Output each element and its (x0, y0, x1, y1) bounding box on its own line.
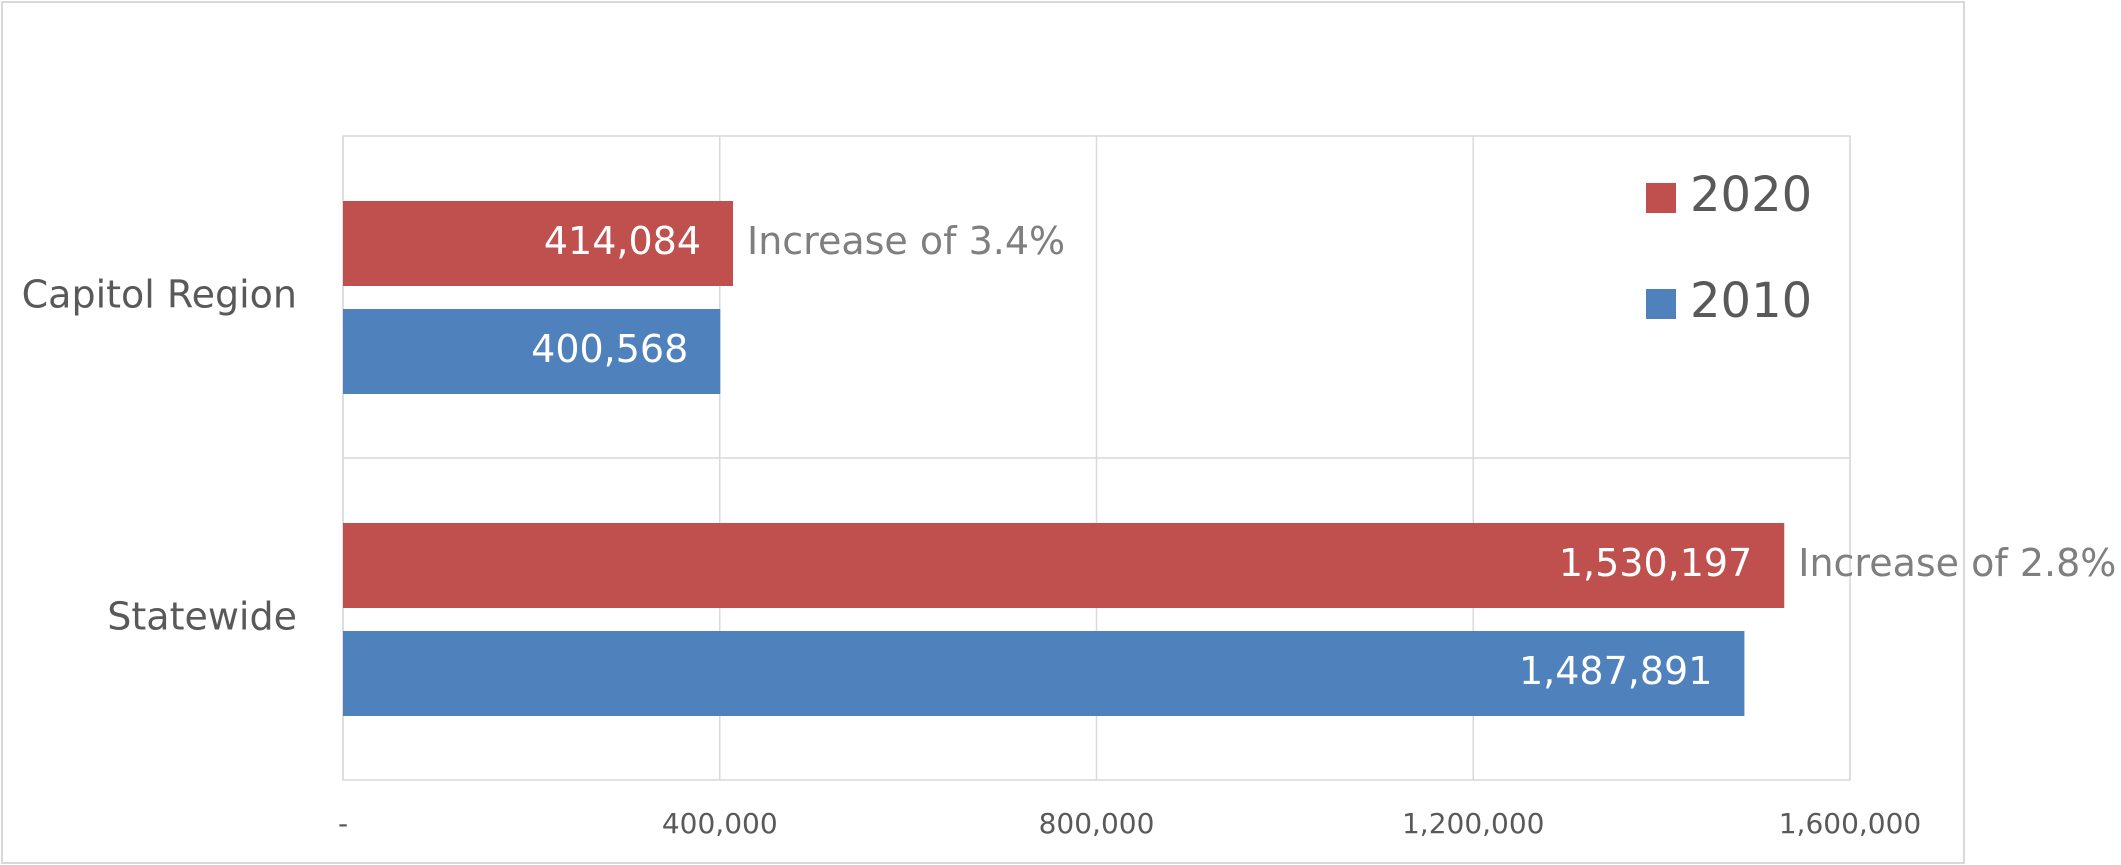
bar (343, 309, 721, 394)
legend-swatch (1646, 183, 1676, 213)
chart-frame (1, 1, 1965, 864)
bar (343, 523, 1785, 608)
x-tick-label: 400,000 (662, 807, 778, 840)
x-tick-label: 1,200,000 (1402, 807, 1545, 840)
x-tick-label: 1,600,000 (1779, 807, 1922, 840)
legend-label: 2010 (1690, 273, 1812, 329)
bar (343, 201, 734, 286)
x-tick-label: - (338, 807, 348, 840)
bar (343, 631, 1745, 716)
value-label: 414,084 (544, 219, 701, 263)
legend-label: 2020 (1690, 167, 1812, 223)
y-tick-label: Capitol Region (22, 273, 297, 317)
value-label: 1,530,197 (1559, 541, 1752, 585)
x-tick-label: 800,000 (1039, 807, 1155, 840)
annotation: Increase of 2.8% (1798, 541, 2116, 585)
annotation: Increase of 3.4% (747, 219, 1065, 263)
legend-swatch (1646, 289, 1676, 319)
y-tick-label: Statewide (107, 595, 297, 639)
value-label: 1,487,891 (1519, 649, 1712, 693)
value-label: 400,568 (531, 327, 688, 371)
